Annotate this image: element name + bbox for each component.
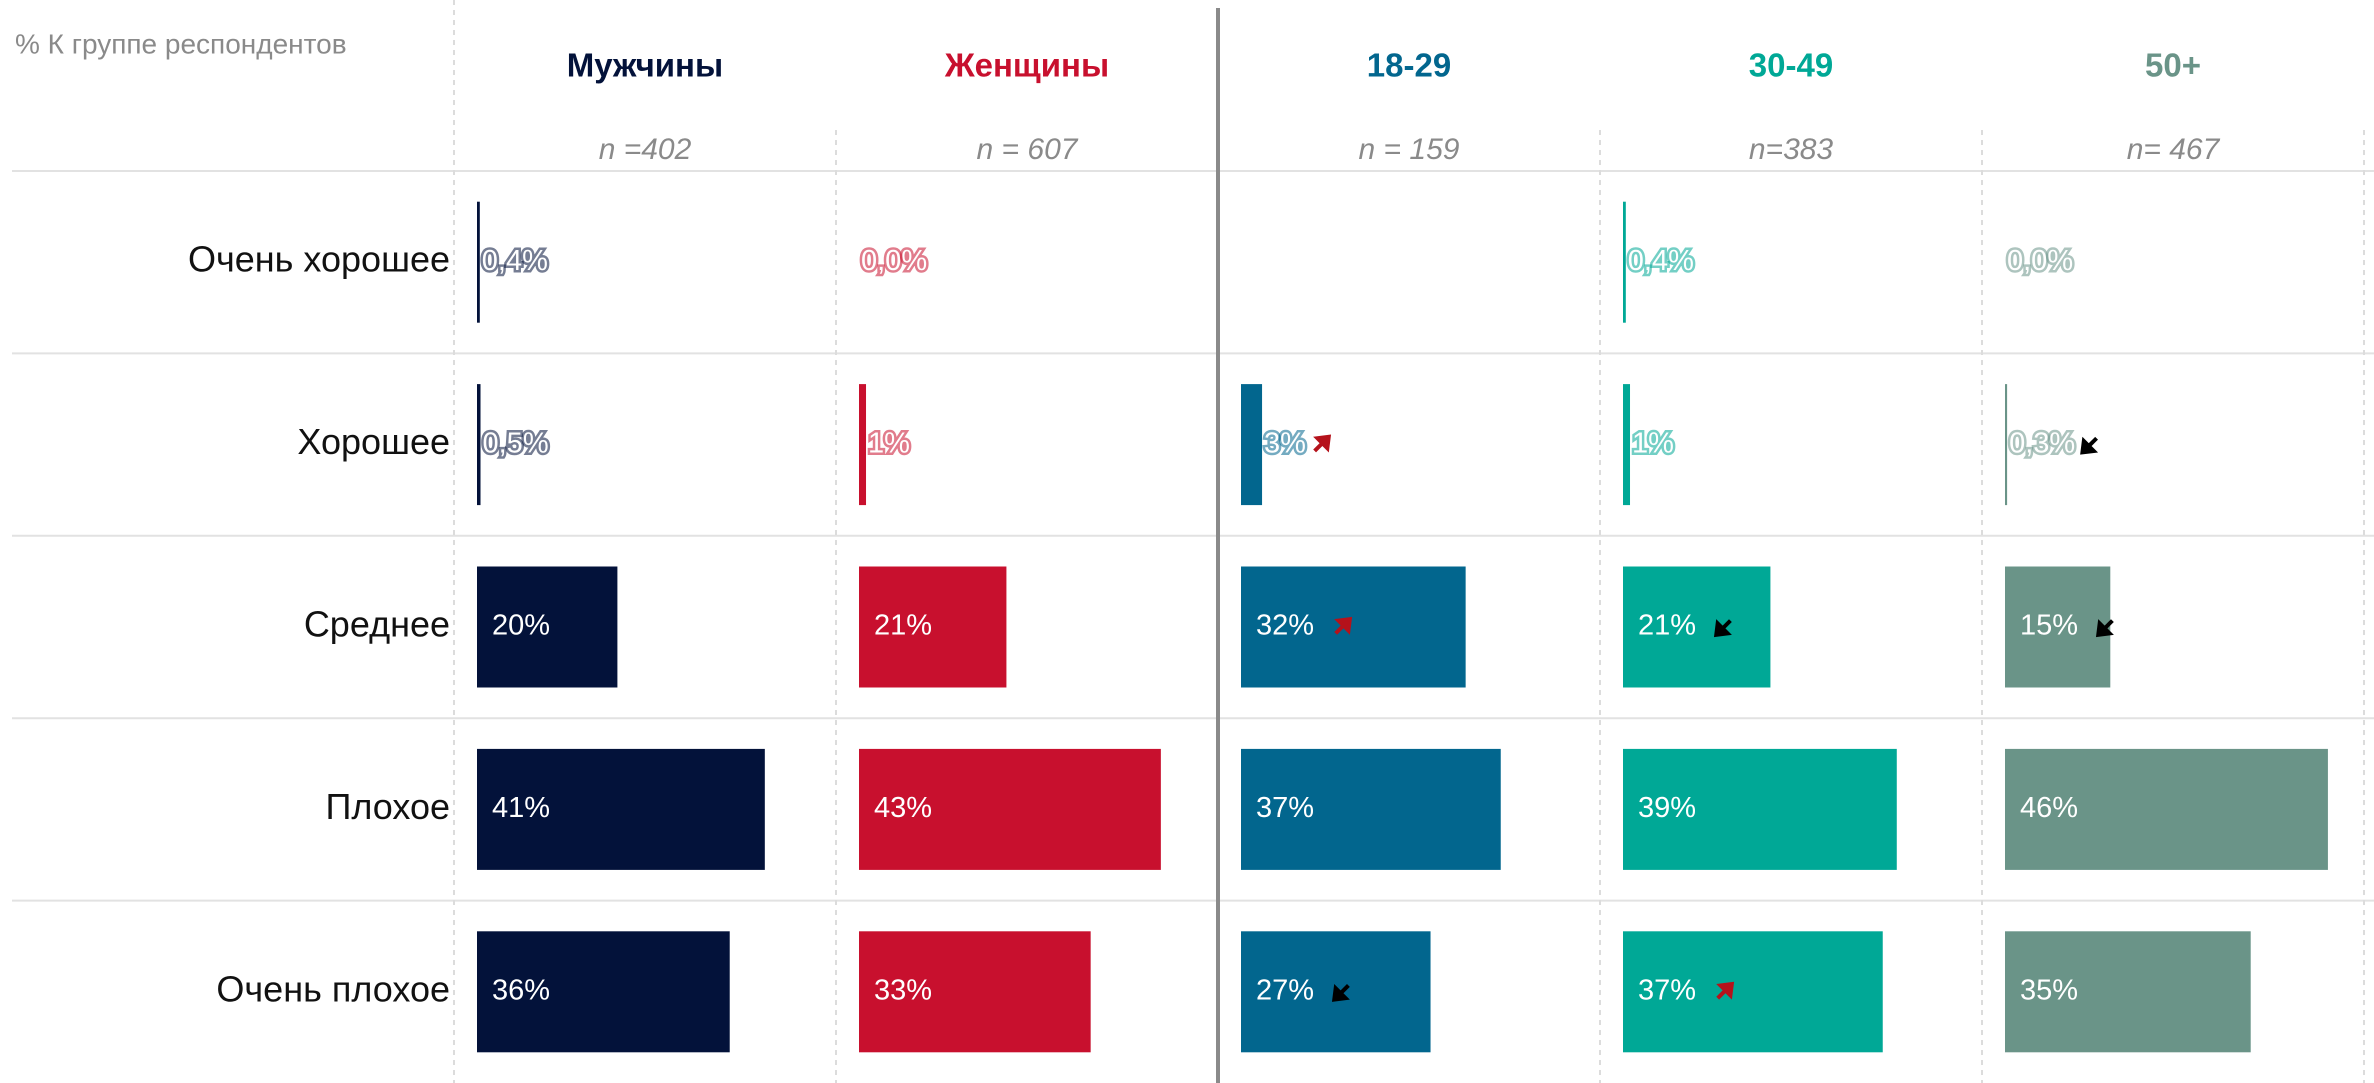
value-label: 36% <box>492 974 550 1006</box>
bar <box>477 201 480 323</box>
bar <box>1241 566 1466 688</box>
bar <box>477 384 481 506</box>
arrow-down <box>1713 619 1732 638</box>
series-name: 50+ <box>2145 47 2201 84</box>
arrow-down <box>1331 983 1350 1002</box>
bar <box>859 748 1161 870</box>
bar <box>1623 566 1771 688</box>
value-label: 32% <box>1256 610 1314 642</box>
value-label: 3% <box>1264 427 1306 459</box>
bar <box>477 566 618 688</box>
bar <box>859 384 867 506</box>
bar <box>859 931 1091 1053</box>
arrow-shape <box>1334 616 1353 635</box>
series-n: n = 159 <box>1359 133 1460 166</box>
bar <box>1241 748 1501 870</box>
series-n: n = 607 <box>977 133 1079 166</box>
bar <box>2005 748 2328 870</box>
series-name: Мужчины <box>567 47 723 84</box>
series-name: Женщины <box>944 47 1109 84</box>
value-label: 46% <box>2020 792 2078 824</box>
arrow-shape <box>1716 981 1735 1000</box>
value-label: 37% <box>1256 792 1314 824</box>
series-name: 30-49 <box>1749 47 1833 84</box>
chart-title: % К группе респондентов <box>15 28 347 59</box>
series-n: n=383 <box>1749 133 1834 166</box>
bar <box>1623 384 1631 506</box>
bar <box>859 566 1007 688</box>
bar <box>1241 384 1263 506</box>
value-label: 21% <box>874 610 932 642</box>
value-label: 41% <box>492 792 550 824</box>
arrow-shape <box>2080 436 2099 455</box>
value-label: 20% <box>492 610 550 642</box>
arrow-shape <box>1713 619 1732 638</box>
value-label: 1% <box>868 427 910 459</box>
bar <box>1623 748 1897 870</box>
bar <box>477 931 730 1053</box>
arrow-down <box>2095 619 2114 638</box>
value-label: 35% <box>2020 974 2078 1006</box>
value-label: 0,4% <box>482 245 548 277</box>
series-n: n= 467 <box>2127 133 2221 166</box>
row-label: Плохое <box>325 786 450 827</box>
value-label: 33% <box>874 974 932 1006</box>
value-label: 21% <box>1638 610 1696 642</box>
value-label: 27% <box>1256 974 1314 1006</box>
row-label: Очень хорошее <box>188 239 450 280</box>
series-n: n =402 <box>599 133 692 166</box>
value-label: 43% <box>874 792 932 824</box>
value-label: 0,3% <box>2009 427 2075 459</box>
bar <box>1623 201 1626 323</box>
arrow-up <box>1313 434 1332 453</box>
value-label: 39% <box>1638 792 1696 824</box>
bar <box>2005 931 2251 1053</box>
arrow-up <box>1716 981 1735 1000</box>
value-label: 0,0% <box>2007 245 2073 277</box>
bar <box>2005 566 2111 688</box>
arrow-shape <box>1331 983 1350 1002</box>
value-label: 0,5% <box>483 427 549 459</box>
bar <box>2005 384 2008 506</box>
series-name: 18-29 <box>1367 47 1451 84</box>
row-label: Хорошее <box>297 421 450 462</box>
value-label: 1% <box>1632 427 1674 459</box>
arrow-down <box>2080 436 2099 455</box>
row-label: Очень плохое <box>216 968 450 1009</box>
value-label: 15% <box>2020 610 2078 642</box>
row-label: Среднее <box>304 604 450 645</box>
bar <box>477 748 765 870</box>
arrow-shape <box>1313 434 1332 453</box>
value-label: 0,4% <box>1628 245 1694 277</box>
bar <box>1623 931 1883 1053</box>
value-label: 0,0% <box>861 245 927 277</box>
arrow-up <box>1334 616 1353 635</box>
arrow-shape <box>2095 619 2114 638</box>
value-label: 37% <box>1638 974 1696 1006</box>
